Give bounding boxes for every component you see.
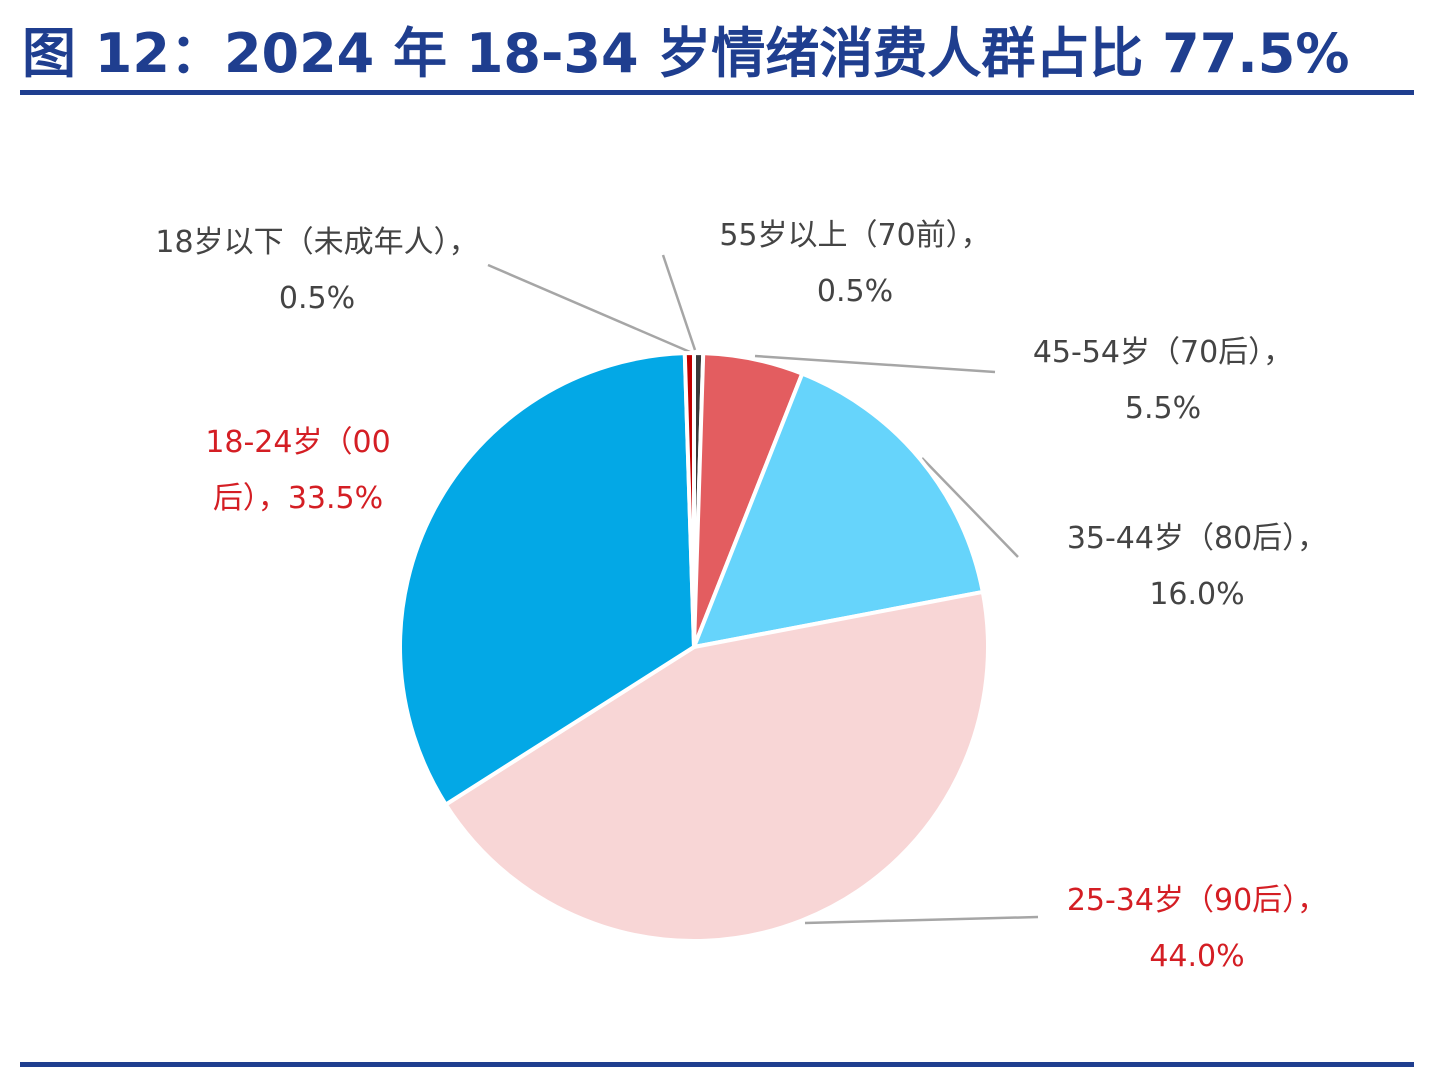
slice-labels: 55岁以上（70前）， 0.5% 45-54岁（70后）， 5.5% 35-44岁（80… (155, 218, 1327, 974)
leader-line-3 (921, 457, 1019, 558)
pie-slice-4 (443, 589, 990, 943)
slice-label-5: 18-24岁（00 后），33.5% (205, 425, 390, 516)
slice-label-6: 18岁以下（未成年人）， 0.5% (155, 225, 478, 316)
slice-label-4: 25-34岁（90后）， 44.0% (1067, 883, 1327, 974)
bottom-rule (20, 1062, 1414, 1067)
slice-label-1: 55岁以上（70前）， 0.5% (719, 218, 990, 309)
leader-line-1 (661, 254, 697, 351)
slice-label-3: 35-44岁（80后）， 16.0% (1067, 521, 1327, 612)
figure-title: 图 12：2024 年 18-34 岁情绪消费人群占比 77.5% (22, 22, 1350, 85)
leader-line-6 (487, 263, 691, 354)
leader-lines (487, 254, 1039, 925)
pie-slice-5 (398, 351, 696, 807)
leader-line-2 (754, 354, 996, 374)
leader-line-4 (804, 915, 1039, 925)
pie-slices (398, 351, 990, 943)
title-underline (20, 90, 1414, 95)
pie-slice-3 (692, 371, 985, 649)
pie-slice-6 (682, 351, 696, 649)
slice-label-2: 45-54岁（70后）， 5.5% (1033, 335, 1293, 426)
